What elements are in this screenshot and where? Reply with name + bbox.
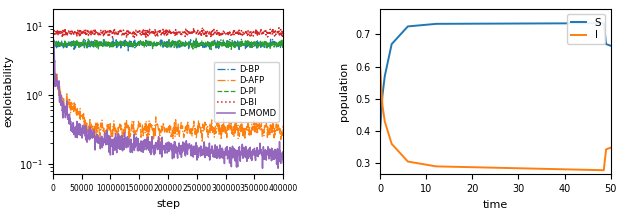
D-AFP [280, 125, 287, 127]
D-PI [248, 41, 255, 43]
D-PI [224, 45, 232, 48]
D-BP [184, 41, 191, 44]
D-PI [183, 45, 190, 47]
D-MOMD [49, 20, 56, 23]
S [376, 130, 384, 132]
Y-axis label: exploitability: exploitability [4, 56, 14, 128]
D-MOMD [189, 146, 197, 149]
D-PI [280, 46, 287, 49]
D-PI [63, 43, 71, 46]
D-AFP [49, 68, 56, 71]
D-MOMD [63, 100, 71, 102]
D-AFP [190, 125, 197, 128]
D-BI [63, 33, 71, 35]
I [565, 168, 573, 171]
D-MOMD [247, 156, 255, 159]
Line: D-PI: D-PI [53, 38, 283, 55]
S [486, 22, 494, 25]
D-AFP [184, 133, 191, 136]
X-axis label: time: time [483, 200, 508, 210]
D-BP [125, 49, 132, 52]
D-BP [63, 46, 71, 49]
D-BI [280, 32, 287, 34]
D-BP [197, 43, 204, 45]
S [602, 39, 609, 41]
D-AFP [248, 123, 255, 126]
D-BP [224, 46, 232, 49]
D-AFP [49, 74, 56, 76]
S [600, 22, 608, 24]
D-BI [123, 37, 130, 39]
D-BP [190, 45, 197, 47]
Line: D-MOMD: D-MOMD [53, 22, 283, 168]
I [487, 166, 495, 169]
D-PI [189, 42, 197, 44]
D-MOMD [196, 148, 203, 151]
S [487, 22, 495, 25]
Line: S: S [380, 23, 611, 131]
D-BI [196, 31, 203, 33]
D-BI [189, 30, 197, 33]
X-axis label: step: step [156, 199, 180, 209]
Legend: S, I: S, I [567, 14, 606, 44]
S [607, 44, 614, 47]
D-AFP [197, 126, 204, 129]
D-PI [192, 36, 200, 39]
D-BI [183, 31, 190, 33]
Y-axis label: population: population [340, 62, 350, 121]
I [513, 167, 521, 170]
S [565, 22, 573, 25]
D-MOMD [275, 167, 282, 170]
D-BP [109, 36, 117, 39]
D-AFP [63, 99, 71, 101]
Legend: D-BP, D-AFP, D-PI, D-BI, D-MOMD: D-BP, D-AFP, D-PI, D-BI, D-MOMD [214, 61, 279, 122]
I [602, 152, 609, 155]
D-MOMD [183, 144, 190, 147]
S [501, 22, 508, 25]
I [600, 169, 608, 172]
I [376, 65, 384, 68]
D-MOMD [280, 161, 287, 164]
D-BI [248, 32, 255, 34]
D-BP [248, 43, 255, 46]
D-AFP [156, 142, 164, 145]
D-PI [49, 54, 56, 56]
I [486, 166, 494, 169]
I [607, 146, 614, 149]
D-BI [49, 25, 56, 28]
Line: D-BI: D-BI [53, 27, 283, 38]
D-BP [280, 43, 287, 45]
Line: D-BP: D-BP [53, 37, 283, 51]
Line: I: I [380, 67, 611, 170]
I [501, 167, 508, 169]
D-AFP [224, 128, 232, 131]
S [513, 22, 521, 25]
D-BP [49, 47, 56, 49]
Line: D-AFP: D-AFP [53, 69, 283, 144]
D-BI [224, 31, 232, 33]
D-MOMD [224, 158, 231, 160]
D-PI [196, 43, 203, 46]
